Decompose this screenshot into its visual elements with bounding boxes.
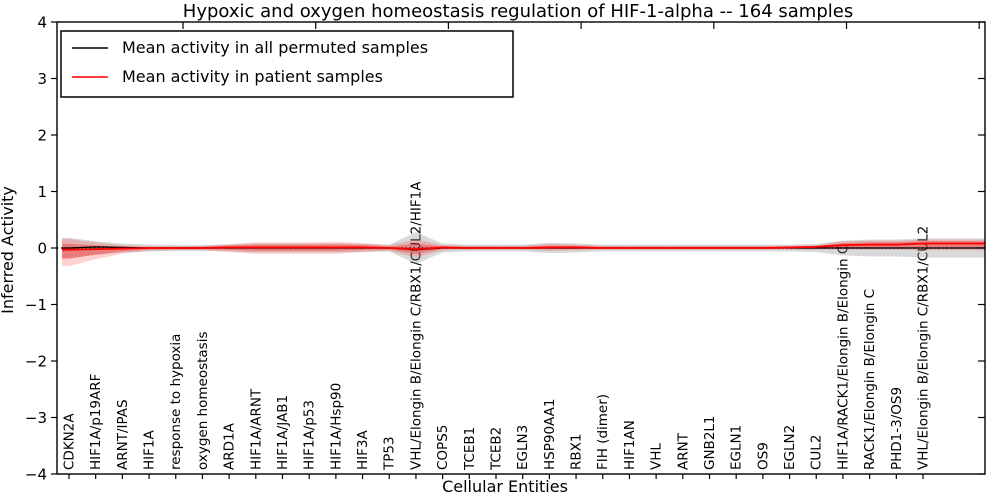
chart-title: Hypoxic and oxygen homeostasis regulatio… [183,1,853,22]
legend-label-permuted-samples: Mean activity in all permuted samples [122,38,428,57]
x-tick-label: HIF1A/Hsp90 [328,383,344,470]
y-tick-label: −4 [25,465,47,483]
x-axis-label: Cellular Entities [442,477,568,496]
x-tick-label: HIF1A/JAB1 [275,395,291,470]
y-tick-label: −1 [25,296,47,314]
band-patient-spread-outer [62,238,985,267]
x-tick-label: PHD1-3/OS9 [889,387,905,470]
x-tick-label: TP53 [382,436,398,471]
x-tick-label: GNB2L1 [702,415,718,470]
y-axis-label: Inferred Activity [0,186,17,314]
x-tick-label: EGLN2 [782,425,798,470]
x-tick-label: VHL [649,443,665,470]
x-tick-label: HIF3A [355,430,371,470]
axes: 4 3 2 1 0 −1 −2 −3 −4 [25,13,986,483]
x-tick-label: CDKN2A [61,413,77,470]
y-tick-label: 1 [37,183,47,201]
x-tick-label: oxygen homeostasis [195,332,211,471]
x-tick-label: OS9 [755,442,771,470]
x-tick-label: HIF1A/p53 [302,400,318,470]
x-tick-label: HIF1A/RACK1/Elongin B/Elongin C [835,245,851,470]
x-tick-labels: CDKN2A HIF1A/p19ARF ARNT/IPAS HIF1A response… [61,181,931,471]
y-tick-label: 0 [37,239,47,257]
x-tick-label: ARNT/IPAS [115,399,131,470]
x-tick-label: HIF1A [142,430,158,470]
y-tick-label: 2 [37,126,47,144]
band-patient-spread-inner [62,241,985,259]
legend-label-patient-samples: Mean activity in patient samples [122,67,383,86]
x-tick-label: RACK1/Elongin B/Elongin C [862,289,878,470]
x-tick-label: HIF1A/ARNT [248,388,264,470]
x-tick-label: EGLN1 [729,425,745,470]
x-tick-label: TCEB1 [462,427,478,471]
x-tick-label: HSP90AA1 [542,399,558,470]
series-line-patient-mean [62,242,985,251]
x-tick-label: ARD1A [222,422,238,470]
y-tick-label: −3 [25,409,47,427]
x-tick-label: HIF1A/p19ARF [88,374,104,470]
y-tick-label: −2 [25,352,47,370]
x-tick-label: EGLN3 [515,425,531,470]
x-tick-label: ARNT [675,432,691,470]
x-tick-label: COPS5 [435,425,451,470]
plot-area [57,232,985,267]
x-tick-label: response to hypoxia [168,334,184,470]
x-tick-label: CUL2 [809,435,825,470]
y-tick-label: 3 [37,70,47,88]
x-tick-label: TCEB2 [488,427,504,471]
y-tick-label: 4 [37,13,47,31]
legend-box [60,30,514,98]
x-tick-label: RBX1 [569,434,585,470]
x-tick-label: VHL/Elongin B/Elongin C/RBX1/CUL2/HIF1A [408,181,424,470]
x-tick-label: FIH (dimer) [595,394,611,470]
x-tick-label: VHL/Elongin B/Elongin C/RBX1/CUL2 [915,226,931,470]
legend: Mean activity in all permuted samples Me… [60,30,514,98]
x-tick-label: HIF1AN [622,420,638,470]
